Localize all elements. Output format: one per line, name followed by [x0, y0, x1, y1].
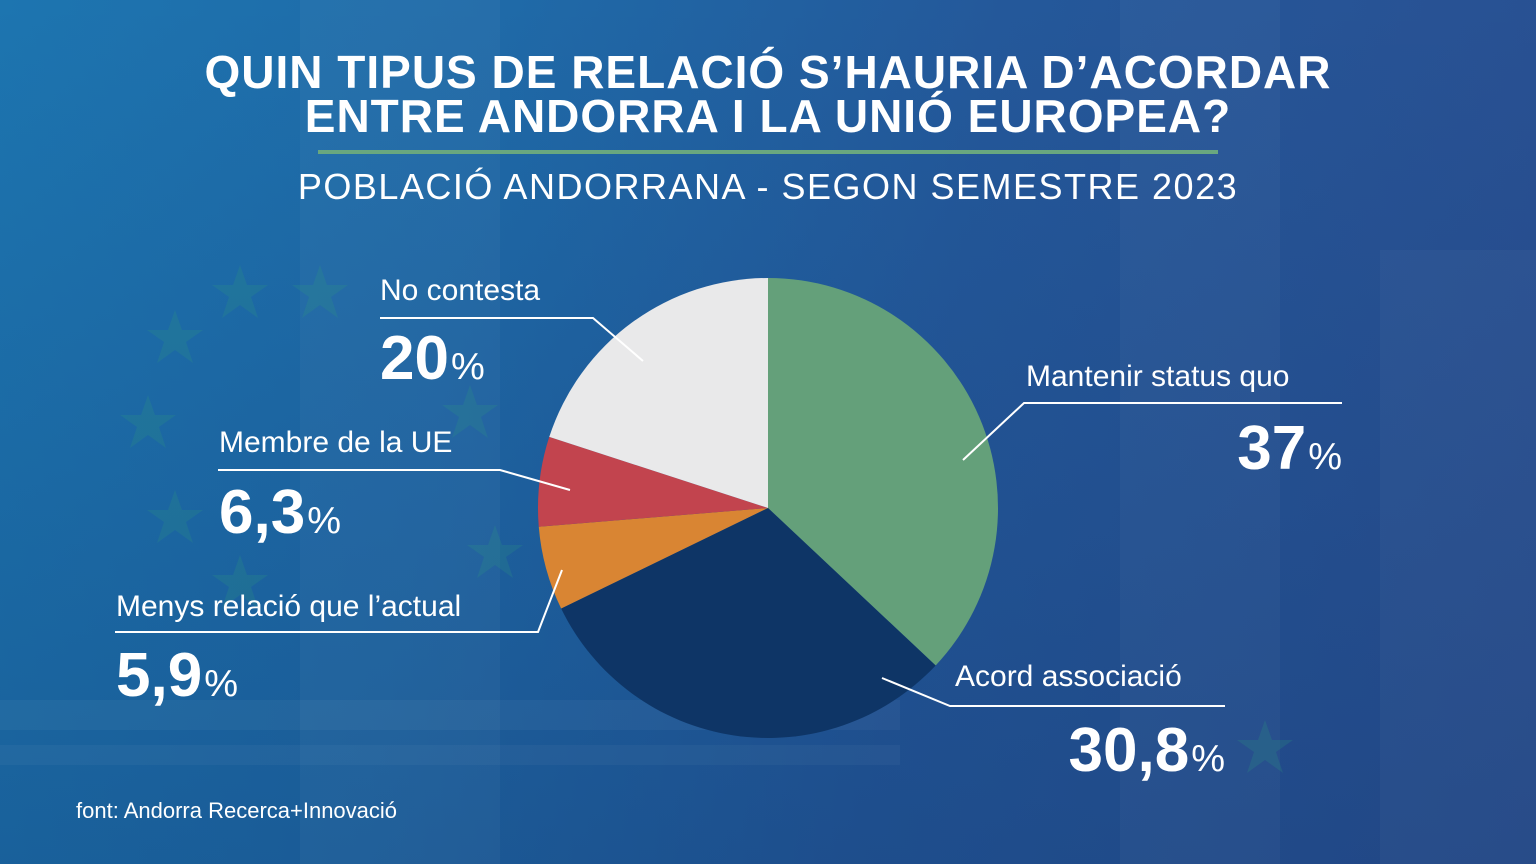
pie-slice-acord-associaci-: [561, 508, 936, 738]
leader-line-membre-ue: [218, 469, 571, 491]
slice-label-mantenir-status-quo: Mantenir status quo: [1026, 360, 1290, 393]
leader-line-mantenir-status-quo: [962, 402, 1342, 461]
slice-value-no-contesta: 20%: [380, 324, 485, 393]
pie-slice-mantenir-status-quo: [768, 278, 999, 666]
slice-value-menys-relacio: 5,9%: [116, 641, 238, 710]
slice-value-membre-ue: 6,3%: [219, 478, 341, 547]
leader-lines: [115, 317, 1342, 707]
slice-value-acord-associacio: 30,8%: [1068, 716, 1225, 785]
pie-slices: [538, 278, 999, 738]
slice-label-no-contesta: No contesta: [380, 274, 541, 307]
slice-label-membre-ue: Membre de la UE: [219, 426, 453, 459]
pie-slice-membre-de-la-ue: [538, 436, 768, 527]
leader-line-menys-relacio: [115, 569, 563, 633]
leader-line-acord-associacio: [881, 677, 1225, 707]
chart-title-line-2: ENTRE ANDORRA I LA UNIÓ EUROPEA?: [304, 90, 1232, 142]
slice-value-mantenir-status-quo: 37%: [1237, 414, 1342, 483]
pie-slice-no-contesta: [549, 278, 768, 508]
chart-subtitle: POBLACIÓ ANDORRANA - SEGON SEMESTRE 2023: [297, 166, 1239, 207]
title-divider: [318, 150, 1218, 154]
source-note: font: Andorra Recerca+Innovació: [76, 798, 398, 823]
slice-label-menys-relacio: Menys relació que l’actual: [116, 590, 462, 623]
leader-line-no-contesta: [380, 317, 644, 362]
chart-title-line-1: QUIN TIPUS DE RELACIÓ S’HAURIA D’ACORDAR: [204, 46, 1332, 98]
slice-label-acord-associacio: Acord associació: [955, 660, 1182, 693]
pie-slice-menys-relaci-que-l-actual: [538, 508, 768, 609]
